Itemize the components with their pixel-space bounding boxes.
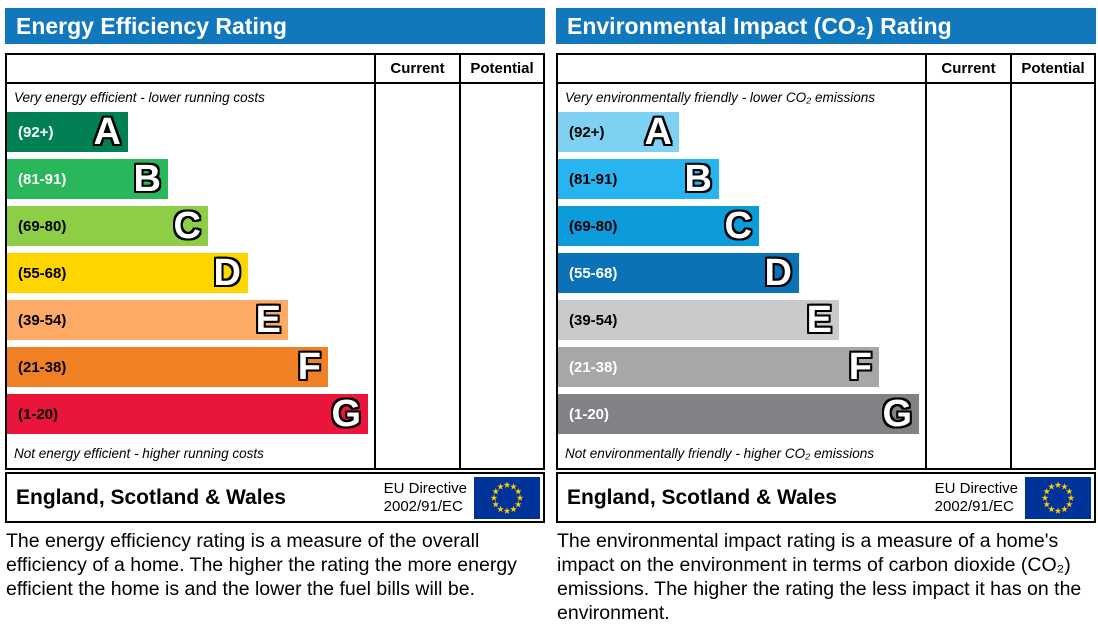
- rating-band: (81-91) B: [558, 159, 719, 199]
- environmental-impact-panel: Environmental Impact (CO₂) Rating Curren…: [556, 8, 1096, 626]
- current-value-cell: [374, 84, 459, 468]
- spacer-cell: [7, 55, 374, 82]
- band-range-label: (39-54): [569, 311, 618, 329]
- band-range-label: (1-20): [18, 405, 59, 423]
- eu-directive-label: EU Directive 2002/91/EC: [934, 480, 1018, 515]
- band-range-label: (21-38): [18, 358, 67, 376]
- band-letter: B: [684, 158, 712, 200]
- rating-band: (39-54) E: [558, 300, 839, 340]
- rating-band: (1-20) G: [7, 394, 368, 434]
- band-letter: G: [331, 393, 361, 435]
- rating-band: (69-80) C: [558, 206, 759, 246]
- region-footer: England, Scotland & Wales EU Directive 20…: [5, 472, 545, 523]
- rating-band: (39-54) E: [7, 300, 288, 340]
- band-range-label: (81-91): [18, 170, 67, 188]
- rating-band: (21-38) F: [558, 347, 879, 387]
- band-letter: C: [724, 205, 752, 247]
- rating-band: (92+) A: [558, 112, 679, 152]
- band-range-label: (92+): [18, 123, 54, 141]
- bottom-note: Not energy efficient - higher running co…: [14, 446, 264, 461]
- rating-band: (55-68) D: [7, 253, 248, 293]
- band-letter: E: [806, 299, 832, 341]
- top-note: Very energy efficient - lower running co…: [14, 90, 265, 105]
- bands-area: Very energy efficient - lower running co…: [7, 84, 374, 468]
- band-range-label: (69-80): [18, 217, 67, 235]
- rating-bands: (92+) A (81-91) B (69-80) C (55-68) D: [7, 112, 374, 434]
- band-letter: E: [255, 299, 281, 341]
- environmental-impact-title: Environmental Impact (CO₂) Rating: [556, 8, 1096, 44]
- band-letter: D: [213, 252, 241, 294]
- chart-body-row: Very energy efficient - lower running co…: [7, 84, 543, 468]
- column-header-row: Current Potential: [558, 55, 1094, 84]
- band-letter: A: [644, 111, 672, 153]
- band-range-label: (1-20): [569, 405, 610, 423]
- rating-band: (81-91) B: [7, 159, 168, 199]
- band-range-label: (92+): [569, 123, 605, 141]
- energy-efficiency-chart: Current Potential Very energy efficient …: [5, 53, 545, 470]
- band-letter: C: [173, 205, 201, 247]
- potential-column-header: Potential: [1010, 55, 1094, 82]
- environmental-impact-chart: Current Potential Very environmentally f…: [556, 53, 1096, 470]
- rating-band: (55-68) D: [558, 253, 799, 293]
- region-label: England, Scotland & Wales: [567, 485, 837, 509]
- potential-value-cell: [459, 84, 543, 468]
- band-letter: F: [848, 346, 872, 388]
- bands-area: Very environmentally friendly - lower CO…: [558, 84, 925, 468]
- rating-band: (92+) A: [7, 112, 128, 152]
- band-range-label: (55-68): [569, 264, 618, 282]
- current-column-header: Current: [925, 55, 1010, 82]
- energy-efficiency-description: The energy efficiency rating is a measur…: [6, 530, 517, 600]
- region-label: England, Scotland & Wales: [16, 485, 286, 509]
- band-range-label: (21-38): [569, 358, 618, 376]
- potential-column-header: Potential: [459, 55, 543, 82]
- rating-band: (21-38) F: [7, 347, 328, 387]
- potential-value-cell: [1010, 84, 1094, 468]
- region-footer: England, Scotland & Wales EU Directive 20…: [556, 472, 1096, 523]
- rating-band: (69-80) C: [7, 206, 208, 246]
- column-header-row: Current Potential: [7, 55, 543, 84]
- current-column-header: Current: [374, 55, 459, 82]
- environmental-impact-description: The environmental impact rating is a mea…: [557, 530, 1082, 624]
- band-letter: F: [297, 346, 321, 388]
- band-letter: B: [133, 158, 161, 200]
- band-range-label: (55-68): [18, 264, 67, 282]
- chart-body-row: Very environmentally friendly - lower CO…: [558, 84, 1094, 468]
- band-letter: A: [93, 111, 121, 153]
- band-range-label: (81-91): [569, 170, 618, 188]
- band-letter: G: [882, 393, 912, 435]
- band-letter: D: [764, 252, 792, 294]
- rating-bands: (92+) A (81-91) B (69-80) C (55-68) D: [558, 112, 925, 434]
- eu-directive-label: EU Directive 2002/91/EC: [383, 480, 467, 515]
- spacer-cell: [558, 55, 925, 82]
- bottom-note: Not environmentally friendly - higher CO…: [565, 446, 875, 461]
- energy-efficiency-title: Energy Efficiency Rating: [5, 8, 545, 44]
- eu-flag-icon: [1025, 476, 1091, 519]
- band-range-label: (69-80): [569, 217, 618, 235]
- rating-band: (1-20) G: [558, 394, 919, 434]
- energy-efficiency-panel: Energy Efficiency Rating Current Potenti…: [5, 8, 545, 626]
- band-range-label: (39-54): [18, 311, 67, 329]
- current-value-cell: [925, 84, 1010, 468]
- top-note: Very environmentally friendly - lower CO…: [565, 90, 875, 105]
- eu-flag-icon: [474, 476, 540, 519]
